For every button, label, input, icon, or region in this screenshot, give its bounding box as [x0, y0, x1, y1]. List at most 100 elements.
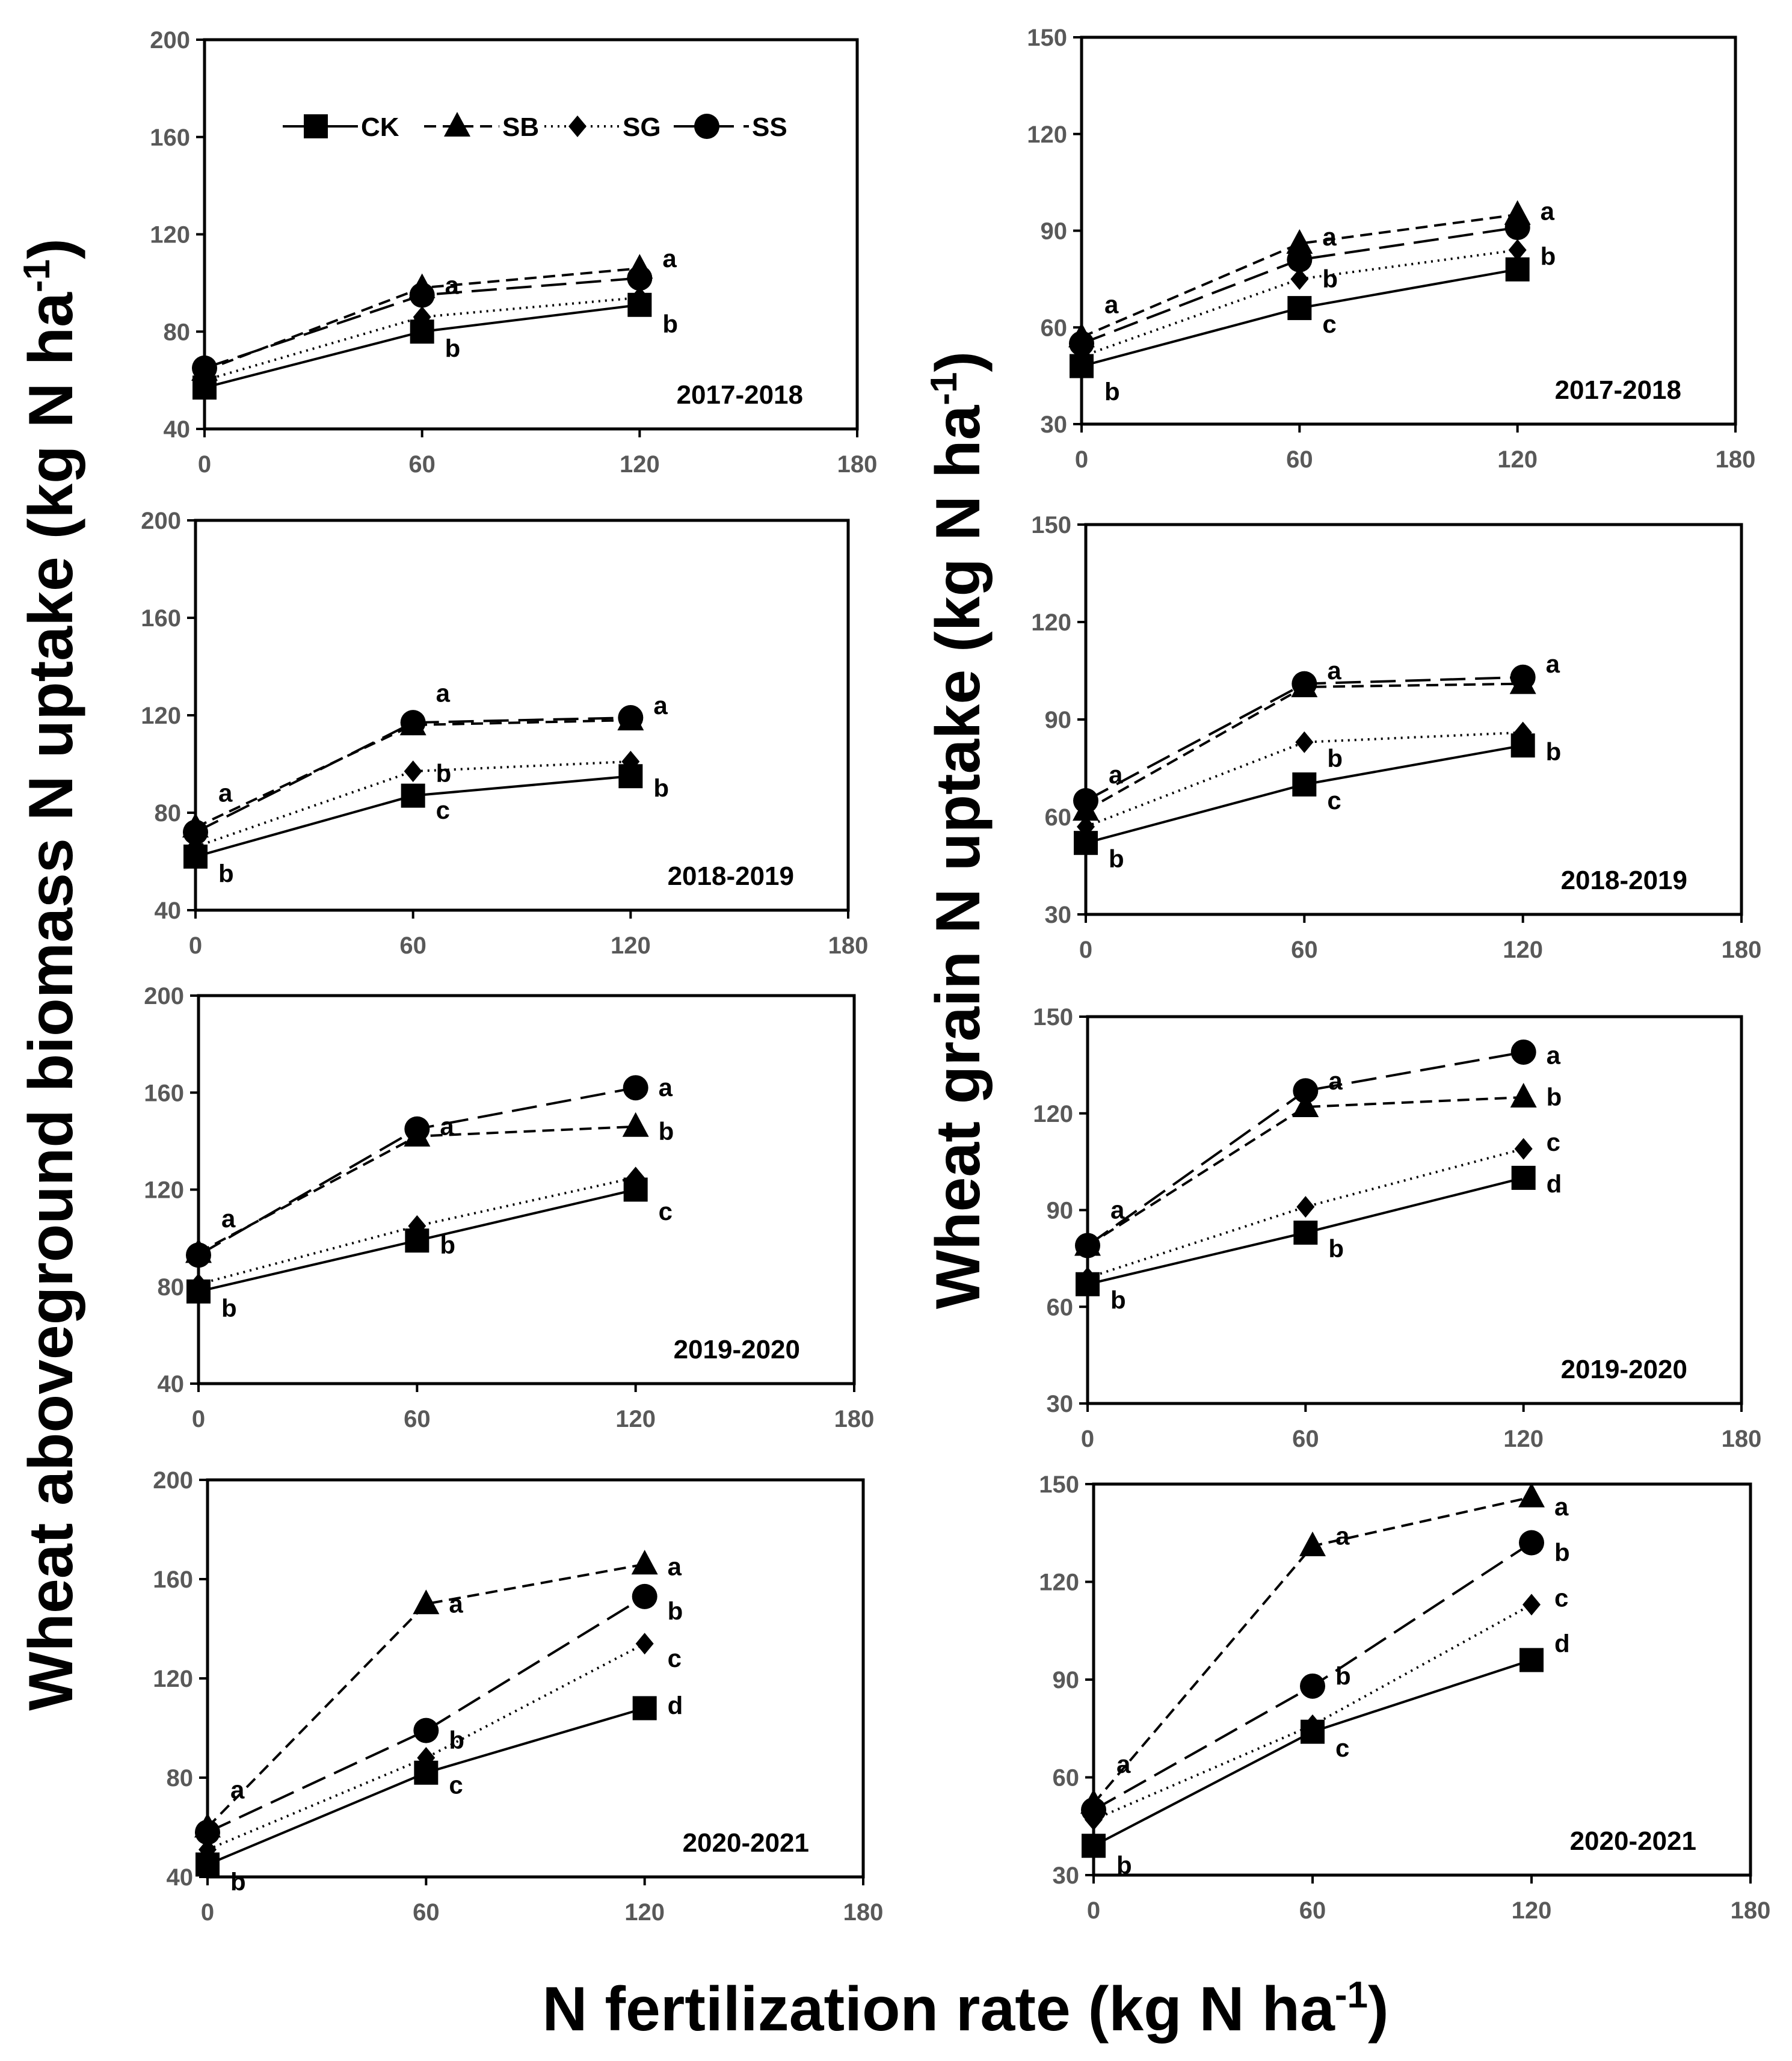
y-tick-label: 60 [1045, 804, 1072, 831]
x-tick-label: 60 [1292, 1426, 1319, 1452]
significance-label: c [1327, 786, 1341, 815]
significance-label: c [668, 1644, 682, 1672]
point-ss [186, 1242, 211, 1268]
x-tick-label: 0 [1079, 937, 1092, 963]
point-ss [627, 265, 653, 291]
year-label: 2019-2020 [674, 1335, 800, 1364]
y-tick-label: 30 [1041, 411, 1068, 438]
significance-label: b [1546, 738, 1562, 766]
legend-label: SG [623, 112, 661, 142]
significance-label: d [668, 1691, 683, 1719]
significance-label: c [1322, 310, 1336, 338]
significance-label: a [1546, 650, 1560, 678]
point-sg [408, 1215, 426, 1237]
year-label: 2019-2020 [1561, 1355, 1687, 1384]
significance-label: a [1541, 197, 1555, 225]
x-tick-label: 180 [828, 932, 869, 959]
significance-label: a [445, 271, 460, 299]
point-sb [631, 1550, 658, 1575]
x-tick-label: 180 [1722, 937, 1762, 963]
point-ss [1510, 664, 1536, 690]
x-tick-label: 60 [413, 1899, 440, 1926]
y-tick-label: 90 [1041, 218, 1068, 245]
point-ss [409, 282, 435, 308]
point-sg [1077, 816, 1095, 838]
point-ss [1300, 1673, 1325, 1699]
point-ck [1292, 772, 1317, 796]
point-sg [621, 750, 640, 772]
x-tick-label: 0 [198, 451, 211, 478]
x-tick-label: 60 [1291, 937, 1318, 963]
significance-label: c [1554, 1584, 1568, 1612]
y-tick-label: 40 [158, 1371, 185, 1397]
series-line-sb [195, 719, 631, 829]
point-ck [1505, 257, 1530, 282]
y-tick-label: 120 [153, 1666, 193, 1692]
y-tick-label: 120 [1027, 122, 1067, 148]
significance-label: b [653, 774, 669, 803]
point-sg [1079, 1267, 1097, 1289]
significance-label: b [218, 859, 234, 887]
point-ss [1519, 1530, 1544, 1556]
left-y-axis-title-superscript: -1 [16, 259, 58, 292]
right-y-axis-title: Wheat grain N uptake (kg N ha-1) [923, 351, 993, 1309]
x-tick-label: 60 [399, 932, 426, 959]
y-tick-label: 160 [150, 125, 190, 151]
significance-label: b [1104, 377, 1120, 405]
y-tick-label: 120 [1033, 1101, 1073, 1127]
series-line-ss [207, 1595, 645, 1834]
significance-label: b [230, 1867, 246, 1896]
point-sb [1292, 1092, 1319, 1118]
point-ss [1075, 1233, 1100, 1258]
y-tick-label: 40 [167, 1864, 194, 1891]
point-sg [1290, 268, 1309, 290]
plot-frame [1084, 523, 1743, 916]
point-sg [189, 1273, 208, 1295]
x-tick-label: 0 [192, 1406, 205, 1432]
y-tick-label: 120 [1039, 1570, 1079, 1596]
point-ss [195, 1819, 220, 1845]
year-label: 2018-2019 [1561, 866, 1687, 895]
x-tick-label: 120 [1503, 1426, 1544, 1452]
series-line-sb [206, 1563, 645, 1828]
significance-label: b [1109, 845, 1124, 873]
right-y-axis-title-superscript: -1 [923, 372, 965, 405]
significance-label: a [662, 244, 677, 273]
panel-biomass-2017-2018: 40 80 120 160 200 0 60 120 180 a b a b 2017-2018 [150, 27, 877, 478]
y-tick-label: 80 [155, 800, 182, 827]
x-tick-label: 0 [201, 1899, 214, 1926]
significance-label: a [230, 1776, 245, 1804]
significance-label: b [445, 334, 461, 363]
significance-label: b [1322, 265, 1338, 293]
year-label: 2017-2018 [677, 380, 803, 410]
x-tick-label: 0 [1081, 1426, 1094, 1452]
point-ss [192, 355, 217, 381]
significance-label: a [1110, 1196, 1125, 1224]
point-ss [400, 710, 426, 736]
x-tick-label: 180 [1722, 1426, 1762, 1452]
point-ss [1292, 671, 1317, 697]
y-tick-label: 150 [1039, 1471, 1079, 1498]
significance-label: b [1554, 1538, 1570, 1567]
x-tick-label: 0 [1075, 446, 1088, 473]
y-tick-label: 40 [155, 898, 182, 924]
significance-label: b [221, 1294, 237, 1322]
x-tick-label: 180 [1731, 1897, 1771, 1924]
x-tick-label: 60 [404, 1406, 431, 1432]
significance-label: d [1554, 1629, 1570, 1657]
legend-marker [444, 112, 470, 137]
significance-label: a [668, 1552, 682, 1580]
point-sg [413, 306, 431, 328]
significance-label: b [1110, 1286, 1126, 1314]
point-sg [626, 1166, 645, 1189]
significance-label: a [1327, 656, 1341, 685]
legend-marker [304, 114, 328, 138]
y-tick-label: 150 [1031, 512, 1071, 538]
legend-label: SB [502, 112, 539, 142]
y-tick-label: 30 [1053, 1862, 1080, 1889]
significance-label: c [436, 796, 450, 824]
point-ss [1073, 788, 1098, 813]
